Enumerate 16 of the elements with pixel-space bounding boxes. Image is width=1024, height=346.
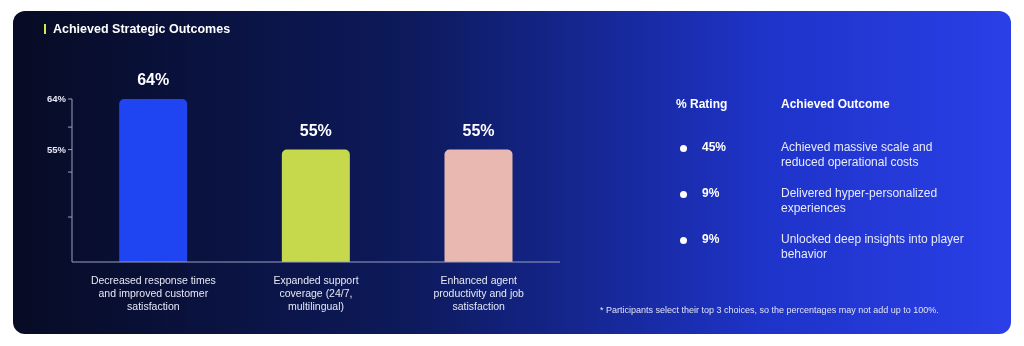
data-label: 45% bbox=[702, 140, 727, 154]
data-label: 64% bbox=[137, 71, 170, 88]
text: Achieved Outcome bbox=[781, 97, 890, 111]
data-label: 9% bbox=[702, 186, 720, 200]
text: % Rating bbox=[676, 97, 728, 111]
data-label: 55% bbox=[462, 121, 495, 139]
category-label: Delivered hyper-personalized experiences bbox=[781, 186, 939, 216]
text: * Participants select their top 3 choices, so the percentages may not add up to 100%. bbox=[600, 305, 939, 315]
x-tick-label: Enhanced agent productivity and job satisfaction bbox=[433, 274, 525, 312]
data-label: 55% bbox=[299, 121, 332, 139]
category-label: Unlocked deep insights into player behavior bbox=[781, 232, 965, 262]
chart-title: Achieved Strategic Outcomes bbox=[53, 22, 231, 36]
category-label: Achieved massive scale and reduced operational costs bbox=[781, 140, 934, 170]
x-tick-label: Expanded support coverage (24/7, multilingual) bbox=[273, 274, 359, 312]
data-label: 9% bbox=[702, 232, 720, 246]
x-tick-label: Decreased response times and improved customer satisfaction bbox=[90, 274, 216, 312]
